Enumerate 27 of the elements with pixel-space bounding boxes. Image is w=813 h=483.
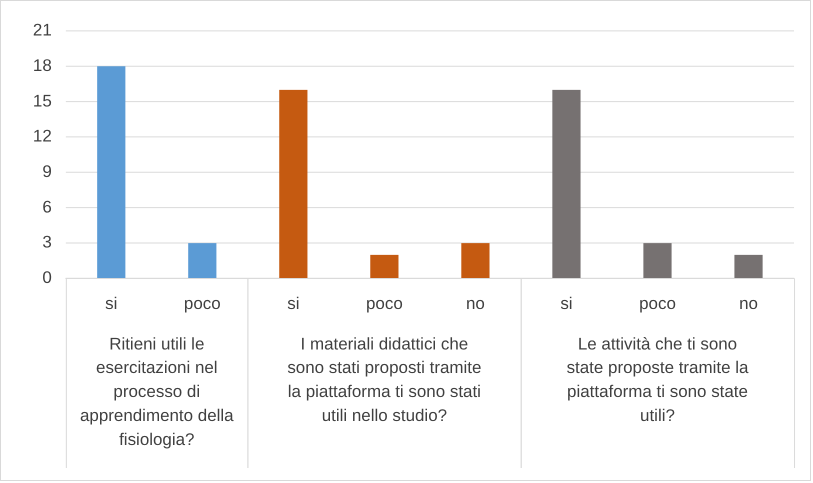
bar (188, 243, 216, 278)
text: Ritieni utili le esercitazioni nel processo di apprendimento della fisiologia? (80, 334, 234, 449)
y-tick-label: 15 (32, 91, 52, 110)
bar (370, 254, 398, 278)
y-tick-label: 9 (42, 162, 52, 182)
x-tick-label: poco (184, 294, 221, 314)
x-tick-label: no (466, 294, 485, 314)
bar (279, 90, 308, 278)
y-tick-label: 21 (32, 20, 52, 40)
x-tick-label: si (560, 294, 573, 314)
bar (461, 243, 490, 278)
text: I materiali didattici che sono stati proposti tramite la piattaforma ti sono stati utili nello studio? (287, 334, 482, 426)
text: Le attività che ti sono state proposte tramite la piattaforma ti sono state utili? (566, 334, 749, 426)
x-tick-label: si (105, 294, 118, 314)
x-tick-label: no (739, 294, 758, 314)
bar (552, 90, 581, 278)
y-tick-label: 0 (42, 268, 52, 288)
y-tick-label: 3 (42, 232, 52, 252)
x-tick-label: si (287, 294, 300, 314)
bar (97, 66, 126, 278)
x-tick-label: poco (639, 294, 676, 314)
x-tick-label: poco (366, 294, 403, 314)
y-tick-label: 12 (32, 126, 52, 146)
y-tick-label: 18 (32, 56, 52, 75)
y-tick-label: 6 (42, 197, 52, 216)
bar (734, 254, 763, 278)
bar (643, 243, 672, 278)
